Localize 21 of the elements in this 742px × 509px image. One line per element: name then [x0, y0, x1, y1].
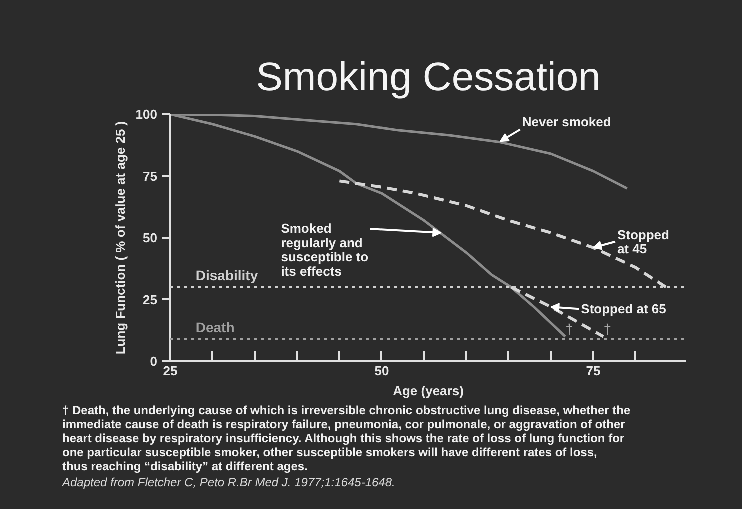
annotation: Stopped at 65	[581, 302, 666, 317]
annotation: †	[604, 320, 612, 337]
y-tick-label: 25	[143, 292, 158, 308]
y-tick-label: 50	[143, 230, 158, 246]
x-tick-label: 50	[374, 364, 390, 378]
text: Adapted from Fletcher C, Peto R.Br Med J. 1977;1:1645-1648.	[62, 476, 396, 490]
x-tick-label: 25	[163, 364, 178, 378]
chart-title: Smoking Cessation	[256, 56, 601, 100]
y-tick-label: 100	[136, 107, 158, 122]
annotation: Smoked regularly and susceptible to its effects	[281, 221, 369, 279]
x-axis-title: Age (years)	[393, 384, 464, 398]
x-tick-label: 75	[586, 364, 601, 378]
y-tick-label: 75	[143, 168, 158, 184]
ref-line-label: Disability	[196, 267, 258, 284]
annotation: Never smoked	[522, 114, 612, 130]
ref-line-label: Death	[196, 319, 235, 336]
text: † Death, the underlying cause of which is irreversible chronic obstructive lung disease, whether the immediate cause of death is respiratory failure, pneumonia, cor pulmonale, or aggravation of other heart disease by respiratory insufficiency. Although this shows the rate of loss of lung function for one particular susceptible smoker, other susceptible smokers will have different rates of loss, thus reaching “disability” at different ages.	[62, 404, 631, 474]
annotation: Stopped at 45	[617, 227, 670, 257]
annotation: †	[566, 320, 574, 337]
y-axis-title: Lung Function ( % of value at age 25 )	[112, 121, 128, 355]
y-tick-label: 0	[150, 354, 158, 369]
